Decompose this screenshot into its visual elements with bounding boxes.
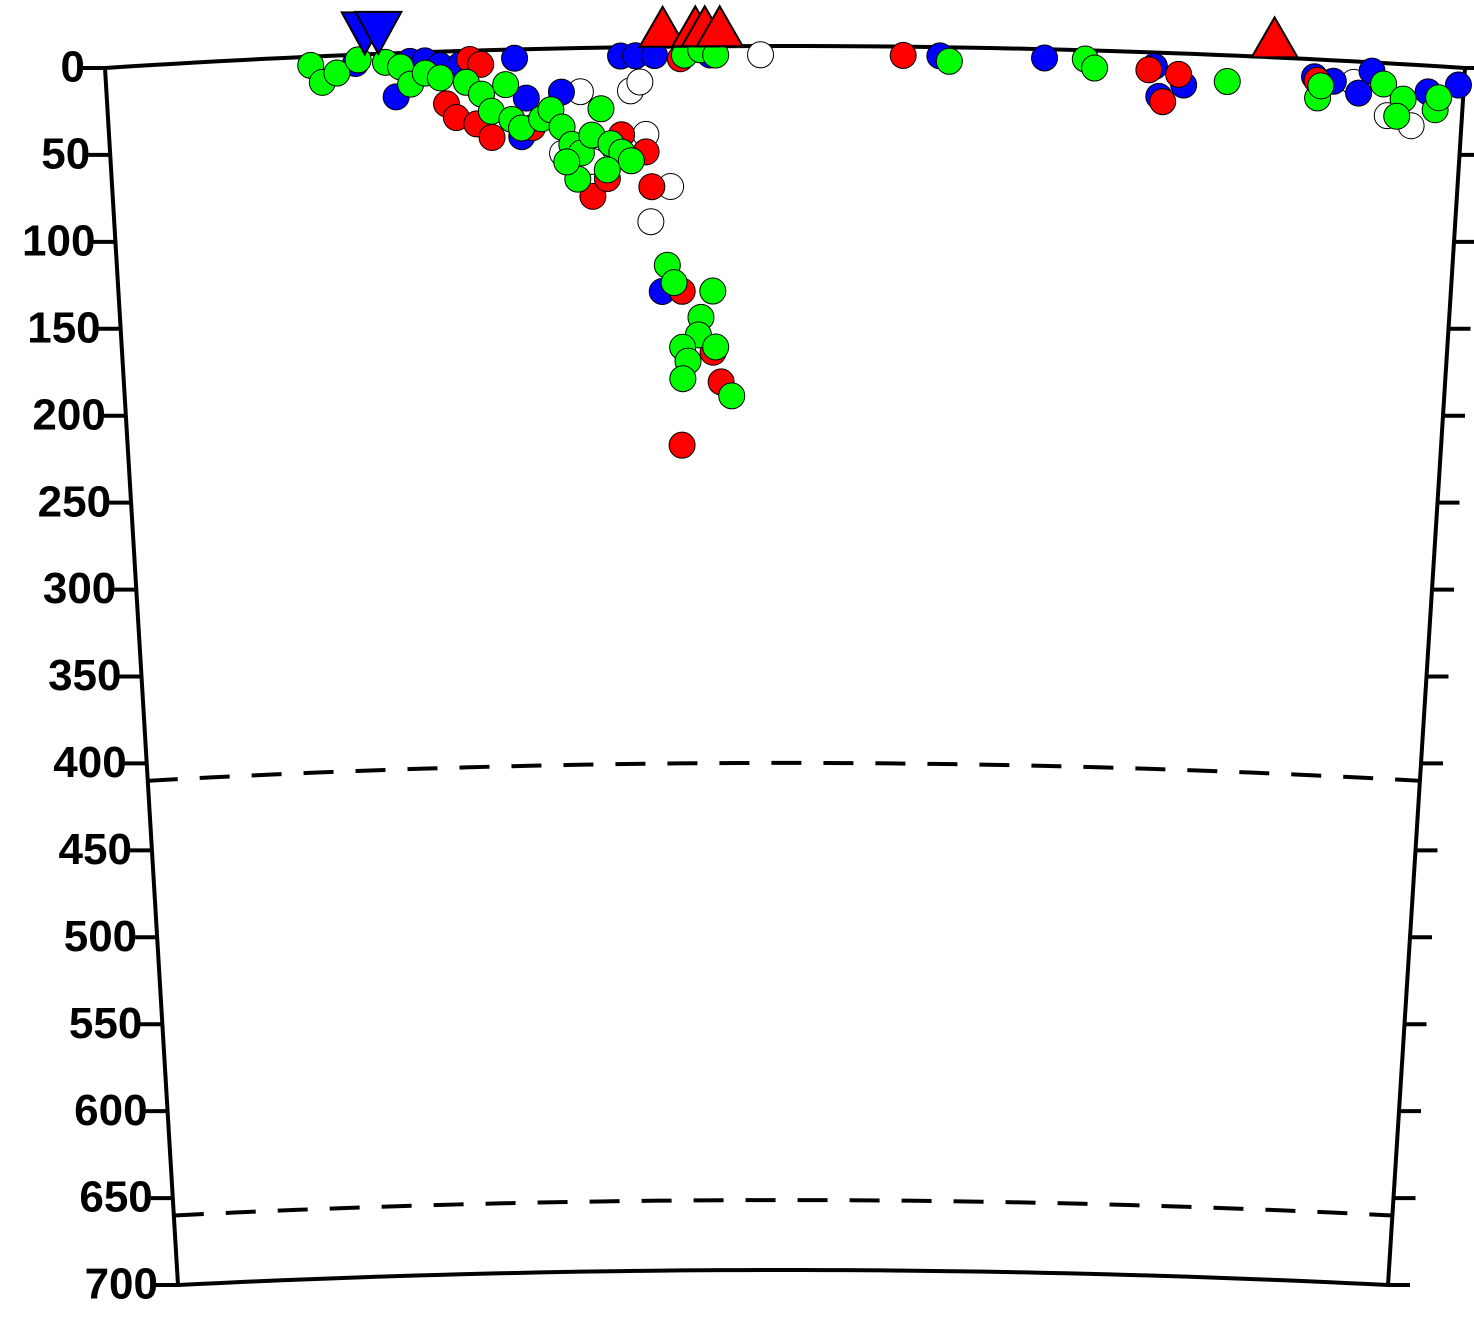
y-tick-label: 400 <box>53 738 126 787</box>
y-tick-label: 200 <box>32 390 105 439</box>
event <box>702 333 730 361</box>
event <box>617 147 645 175</box>
y-tick-label: 550 <box>69 999 142 1048</box>
event <box>1307 72 1335 100</box>
event <box>668 431 696 459</box>
event <box>1383 102 1411 130</box>
event <box>669 365 697 393</box>
y-tick-label: 300 <box>43 564 116 613</box>
event <box>1135 56 1163 84</box>
event <box>501 44 529 72</box>
y-tick-label: 250 <box>38 477 111 526</box>
event <box>478 123 506 151</box>
frame-top <box>104 43 1466 70</box>
event <box>323 59 351 87</box>
y-tick-label: 350 <box>48 651 121 700</box>
y-tick-label: 650 <box>79 1173 152 1222</box>
station <box>1249 15 1300 59</box>
event <box>492 71 520 99</box>
event <box>579 182 607 210</box>
event <box>699 277 727 305</box>
event <box>512 84 540 112</box>
event <box>1149 88 1177 116</box>
event <box>1165 60 1193 88</box>
frame-bottom <box>177 1267 1389 1287</box>
discontinuity-line <box>173 1198 1393 1218</box>
event <box>593 156 621 184</box>
event <box>587 95 615 123</box>
station <box>694 4 745 48</box>
y-tick-label: 50 <box>41 130 90 179</box>
y-tick-label: 0 <box>61 43 85 92</box>
y-tick-label: 600 <box>74 1086 147 1135</box>
y-tick-label: 100 <box>22 216 95 265</box>
y-tick-label: 700 <box>85 1260 158 1309</box>
event <box>747 41 775 69</box>
y-tick-label: 450 <box>59 825 132 874</box>
station <box>637 4 688 48</box>
discontinuity-line <box>147 760 1421 783</box>
y-tick-label: 150 <box>27 303 100 352</box>
event <box>660 269 688 297</box>
event <box>1081 54 1109 82</box>
event <box>889 41 917 69</box>
event <box>718 382 746 410</box>
station <box>353 10 404 56</box>
event <box>637 208 665 236</box>
event <box>935 47 963 75</box>
event <box>553 148 581 176</box>
event <box>638 173 666 201</box>
event <box>1213 68 1241 96</box>
event <box>426 64 454 92</box>
y-tick-label: 500 <box>64 912 137 961</box>
event <box>1444 71 1472 99</box>
event <box>1425 84 1453 112</box>
event <box>1031 44 1059 72</box>
event <box>1370 70 1398 98</box>
event <box>467 50 495 78</box>
event <box>1345 79 1373 107</box>
event <box>626 68 654 96</box>
